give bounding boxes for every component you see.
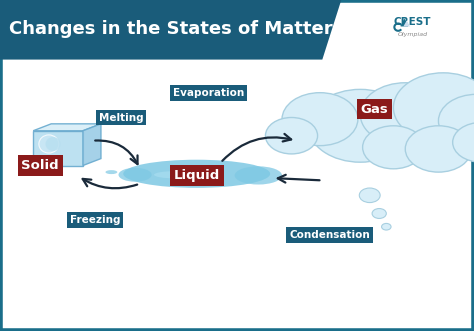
Text: Freezing: Freezing	[70, 215, 120, 225]
Circle shape	[308, 89, 412, 162]
Text: Liquid: Liquid	[173, 169, 220, 182]
Text: Melting: Melting	[99, 113, 143, 122]
Ellipse shape	[118, 168, 152, 182]
Circle shape	[363, 126, 424, 169]
Circle shape	[372, 209, 386, 218]
Text: Olympiad: Olympiad	[397, 32, 428, 37]
Ellipse shape	[123, 160, 270, 188]
Polygon shape	[83, 124, 101, 166]
Text: Evaporation: Evaporation	[173, 88, 244, 98]
Text: CREST: CREST	[393, 17, 431, 26]
Circle shape	[282, 93, 358, 146]
Circle shape	[438, 94, 474, 147]
Ellipse shape	[235, 166, 282, 185]
Circle shape	[405, 126, 472, 172]
Polygon shape	[401, 18, 408, 26]
Circle shape	[393, 73, 474, 142]
Polygon shape	[33, 131, 83, 166]
Text: Solid: Solid	[21, 159, 59, 172]
Text: Gas: Gas	[361, 103, 388, 116]
Circle shape	[453, 122, 474, 162]
Polygon shape	[33, 124, 101, 131]
Circle shape	[265, 118, 318, 154]
Circle shape	[382, 223, 391, 230]
Polygon shape	[0, 0, 341, 60]
Circle shape	[360, 83, 450, 146]
Text: Changes in the States of Matter: Changes in the States of Matter	[9, 20, 333, 38]
Ellipse shape	[39, 135, 59, 153]
Circle shape	[359, 188, 380, 203]
Ellipse shape	[154, 171, 197, 178]
Ellipse shape	[105, 170, 117, 174]
Polygon shape	[403, 21, 410, 26]
Ellipse shape	[46, 137, 61, 151]
Text: Condensation: Condensation	[289, 230, 370, 240]
